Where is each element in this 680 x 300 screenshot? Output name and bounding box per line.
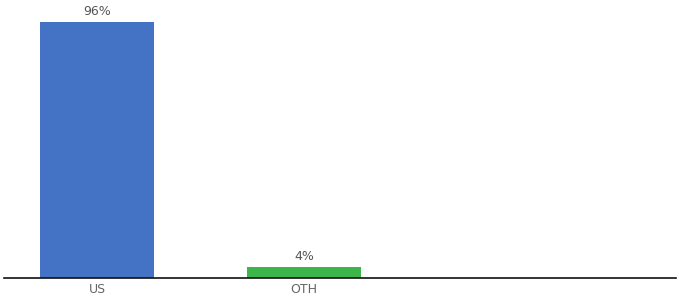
Bar xyxy=(40,22,154,278)
Text: 4%: 4% xyxy=(294,250,313,263)
Bar xyxy=(247,267,360,278)
Text: 96%: 96% xyxy=(83,5,111,18)
